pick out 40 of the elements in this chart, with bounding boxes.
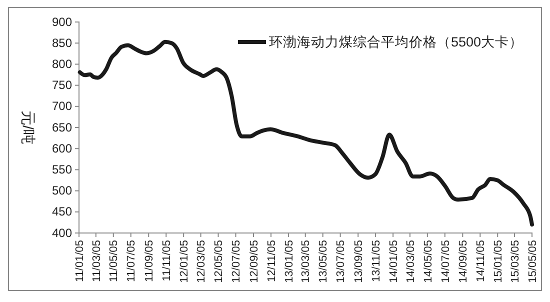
legend-label: 环渤海动力煤综合平均价格（5500大卡）: [269, 34, 524, 50]
y-tick-label: 700: [52, 99, 72, 114]
x-tick-label: 13/09/05: [352, 240, 365, 283]
x-tick-label: 12/05/05: [213, 240, 226, 283]
x-tick-label: 15/03/05: [509, 240, 522, 283]
x-tick-label: 11/09/05: [143, 240, 156, 282]
x-tick-label: 13/11/05: [370, 240, 382, 282]
x-tick-label: 11/03/05: [90, 240, 103, 282]
x-tick-label: 12/09/05: [248, 240, 260, 283]
y-axis-title: 元/吨: [18, 110, 36, 145]
y-tick-label: 800: [52, 57, 72, 72]
x-tick-label: 12/11/05: [266, 240, 278, 282]
x-tick-label: 15/05/05: [526, 240, 539, 283]
y-tick-label: 450: [52, 204, 72, 219]
x-tick-label: 14/09/05: [458, 240, 470, 283]
x-tick-label: 13/05/05: [318, 240, 330, 283]
x-tick-label: 14/05/05: [422, 240, 434, 283]
x-tick-label: 12/03/05: [196, 240, 208, 283]
x-tick-label: 11/07/05: [126, 240, 138, 282]
x-tick-label: 13/01/05: [283, 240, 296, 283]
y-tick-label: 650: [52, 120, 72, 134]
y-tick-label: 400: [52, 226, 72, 240]
y-tick-label: 500: [52, 184, 72, 198]
x-tick-label: 14/07/05: [440, 240, 452, 283]
x-tick-label: 14/03/05: [404, 240, 417, 283]
y-tick-label: 600: [52, 141, 72, 156]
x-tick-label: 15/01/05: [492, 240, 504, 283]
y-tick-label: 900: [52, 14, 72, 29]
x-tick-label: 13/07/05: [335, 240, 348, 283]
y-tick-label: 750: [52, 78, 72, 92]
x-tick-label: 13/03/05: [300, 240, 312, 283]
x-tick-label: 11/05/05: [108, 240, 120, 282]
x-tick-label: 11/01/05: [74, 240, 86, 282]
x-tick-label: 12/01/05: [178, 240, 190, 283]
x-tick-label: 12/07/05: [230, 240, 243, 283]
x-tick-label: 14/01/05: [388, 240, 400, 283]
y-tick-label: 850: [52, 36, 72, 50]
x-tick-label: 11/11/05: [160, 240, 173, 282]
x-tick-label: 14/11/05: [474, 240, 487, 282]
y-tick-label: 550: [52, 162, 72, 177]
